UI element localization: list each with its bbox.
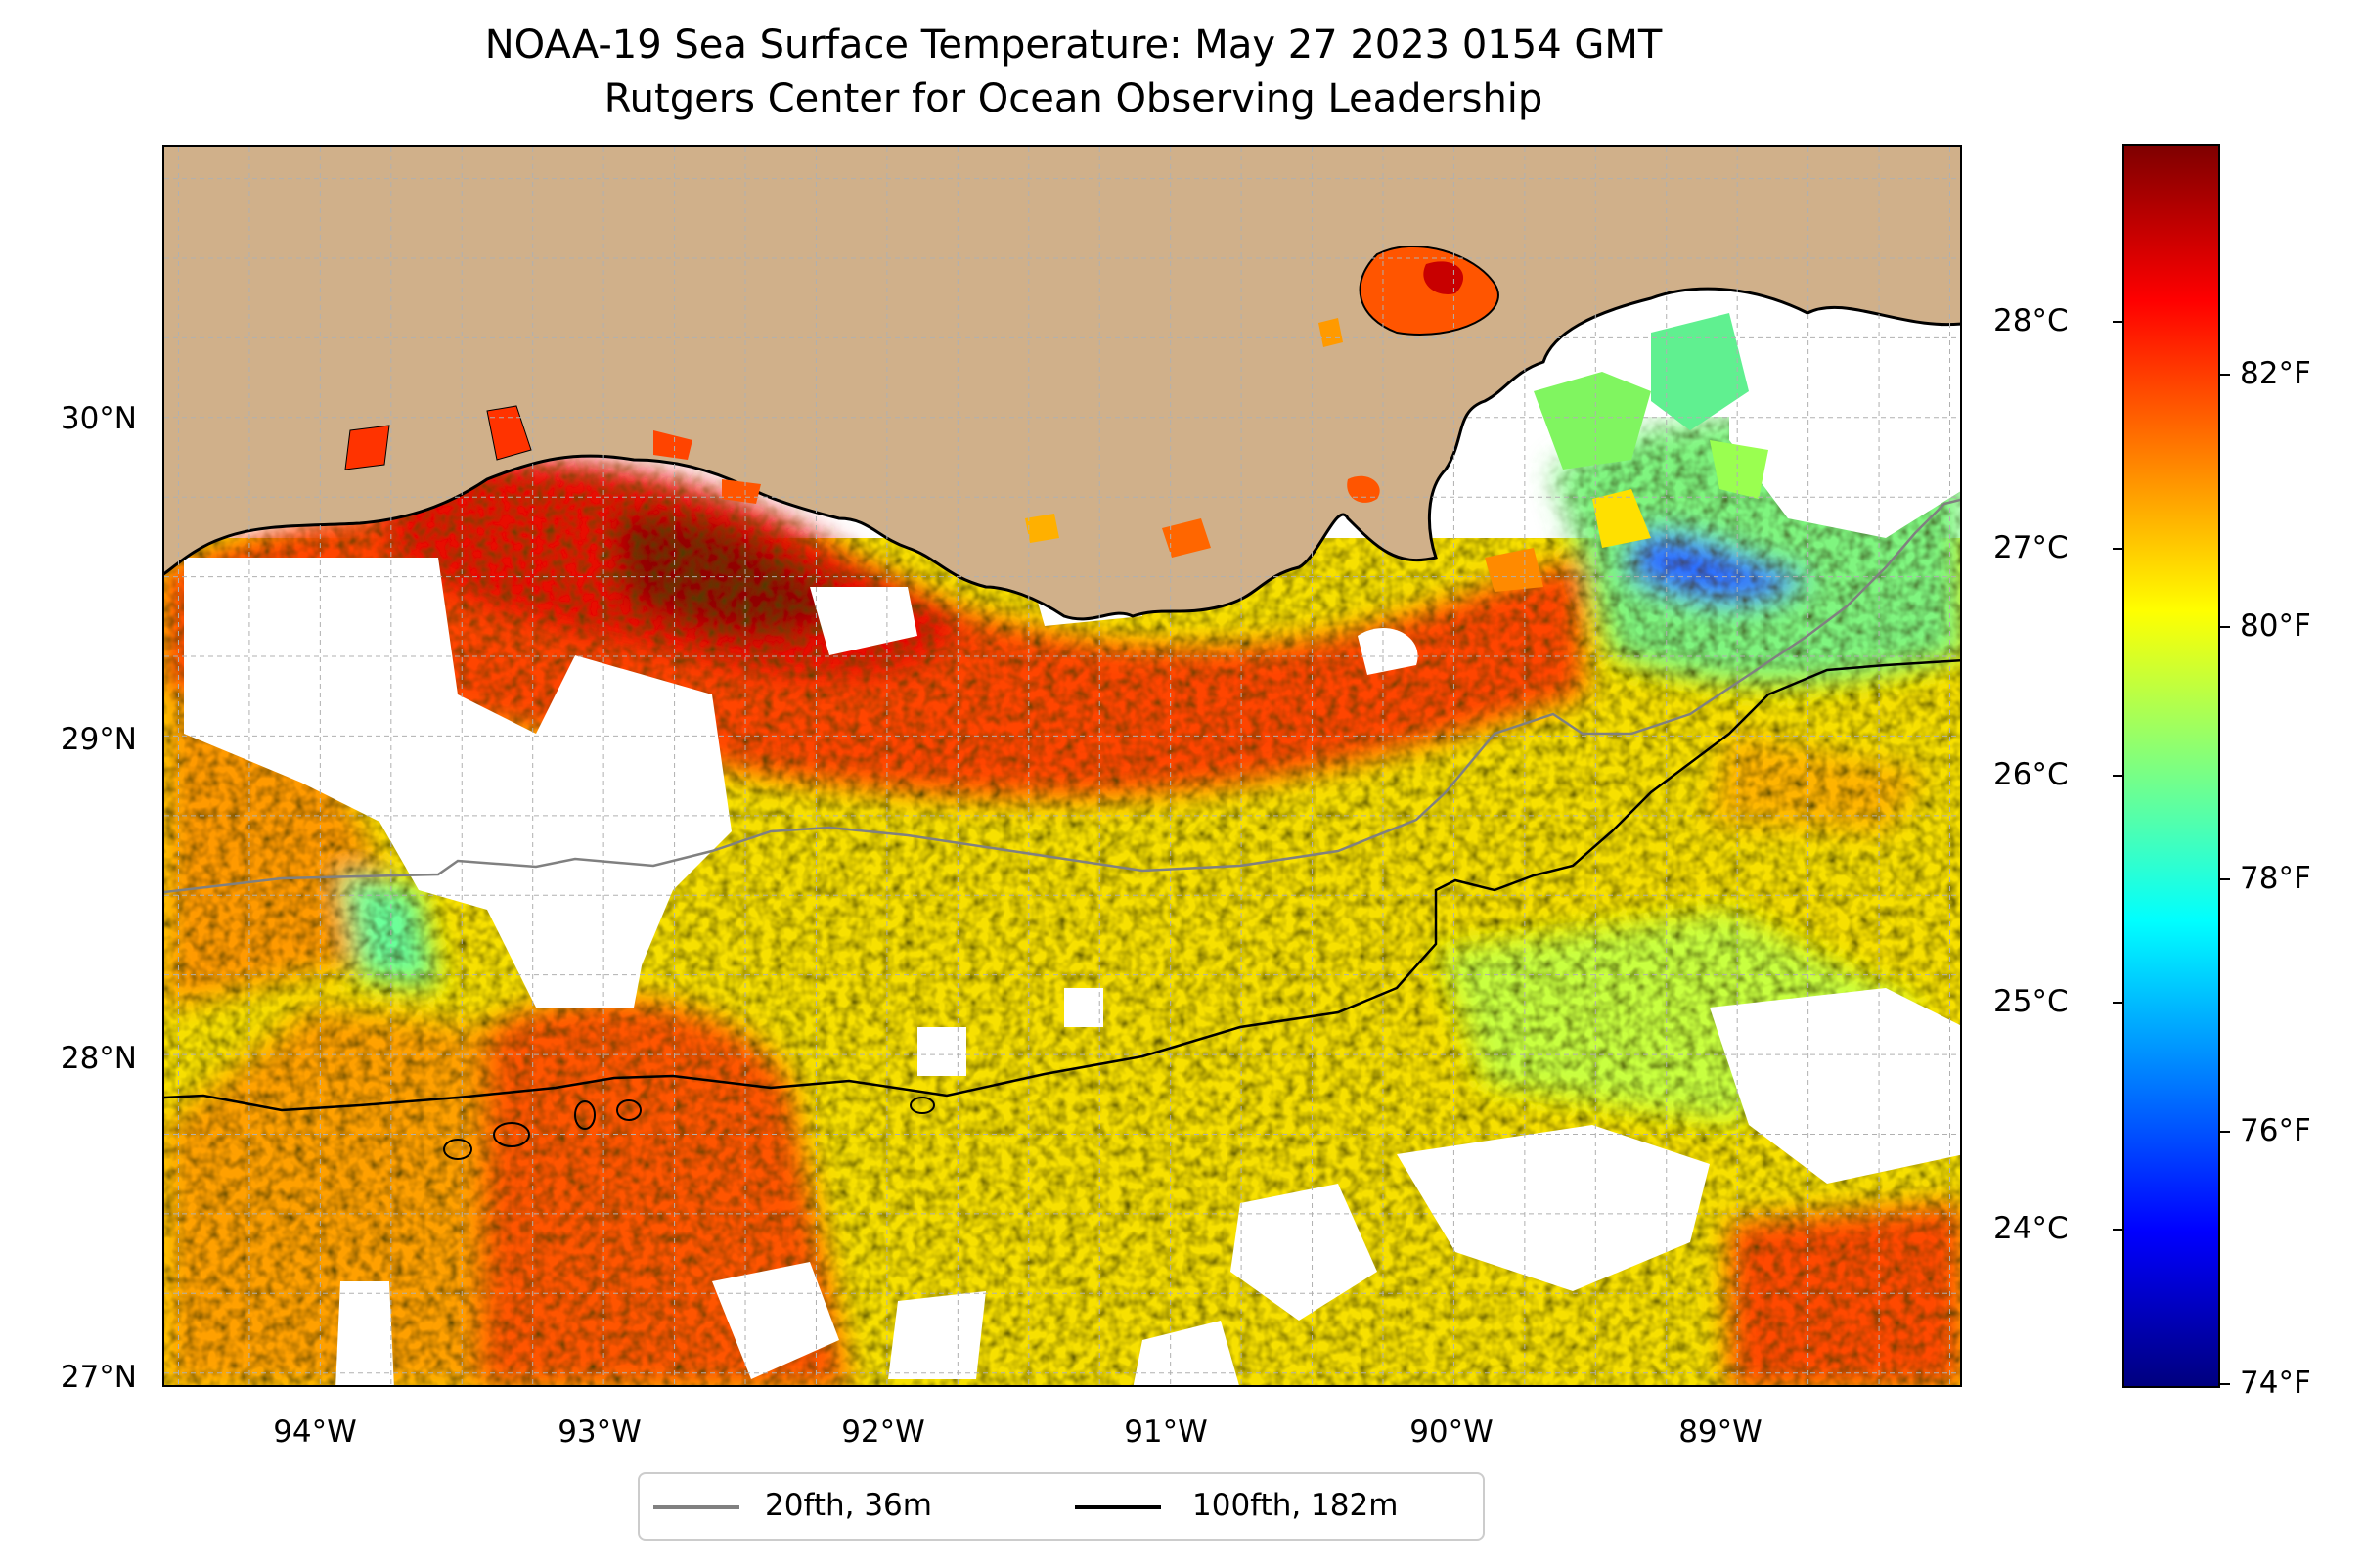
sst-map-canvas (164, 147, 1960, 1385)
legend-line-100fth (1075, 1505, 1161, 1509)
map-title: NOAA-19 Sea Surface Temperature: May 27 … (484, 22, 1663, 67)
colorbar-fahrenheit-tick-78: 78°F (2240, 861, 2311, 896)
gridlines (164, 147, 1960, 1385)
lon-tick-94: 94°W (273, 1414, 357, 1450)
contour-20fth (164, 498, 1960, 894)
colorbar-fahrenheit-tick-82: 82°F (2240, 356, 2311, 391)
contour-legend: 20fth, 36m 100fth, 182m (638, 1472, 1485, 1541)
colorbar (2122, 144, 2220, 1388)
colorbar-celsius-tick-27: 27°C (1993, 530, 2069, 565)
colorbar-celsius-tick-26: 26°C (1993, 757, 2069, 792)
nodata-east (1710, 988, 1960, 1184)
colorbar-fahrenheit-tick-76: 76°F (2240, 1113, 2311, 1148)
map-subtitle: Rutgers Center for Ocean Observing Leade… (603, 76, 1543, 121)
lakes (344, 246, 1768, 592)
land (164, 147, 1960, 621)
nodata-areas (184, 284, 1960, 1385)
sst-delta-coldest (1631, 533, 1807, 604)
sst-hottest-core (614, 515, 849, 636)
lat-tick-30: 30°N (60, 401, 137, 436)
legend-line-20fth (653, 1505, 739, 1509)
lon-tick-92: 92°W (841, 1414, 925, 1450)
lake-pontchartrain (1359, 246, 1499, 336)
legend-label-20fth: 20fth, 36m (765, 1488, 932, 1523)
contour-100fth-islands (443, 1097, 935, 1160)
nodata-delta-east (1729, 284, 1960, 538)
sst-east-orange (1710, 734, 1925, 831)
colorbar-celsius-tick-24: 24°C (1993, 1211, 2069, 1246)
sst-cool-patch-west (340, 871, 438, 988)
lat-tick-29: 29°N (60, 722, 137, 757)
land-coast (164, 147, 1960, 621)
colorbar-celsius-tick-28: 28°C (1993, 303, 2069, 338)
colorbar-celsius-tick-25: 25°C (1993, 984, 2069, 1019)
legend-label-100fth: 100fth, 182m (1192, 1488, 1399, 1523)
lat-tick-28: 28°N (60, 1041, 137, 1076)
sst-southeast-warm (1729, 1203, 1960, 1385)
sst-map (162, 145, 1962, 1387)
lat-tick-27: 27°N (60, 1360, 137, 1395)
colorbar-fahrenheit-tick-74: 74°F (2240, 1366, 2311, 1401)
delta-marsh-water (1534, 372, 1651, 470)
lon-tick-89: 89°W (1678, 1414, 1763, 1450)
colorbar-fahrenheit-tick-80: 80°F (2240, 608, 2311, 644)
contour-100fth (164, 658, 1960, 1112)
lon-tick-93: 93°W (558, 1414, 642, 1450)
nodata-southeast (1397, 1125, 1710, 1291)
lon-tick-90: 90°W (1409, 1414, 1494, 1450)
lon-tick-91: 91°W (1124, 1414, 1208, 1450)
